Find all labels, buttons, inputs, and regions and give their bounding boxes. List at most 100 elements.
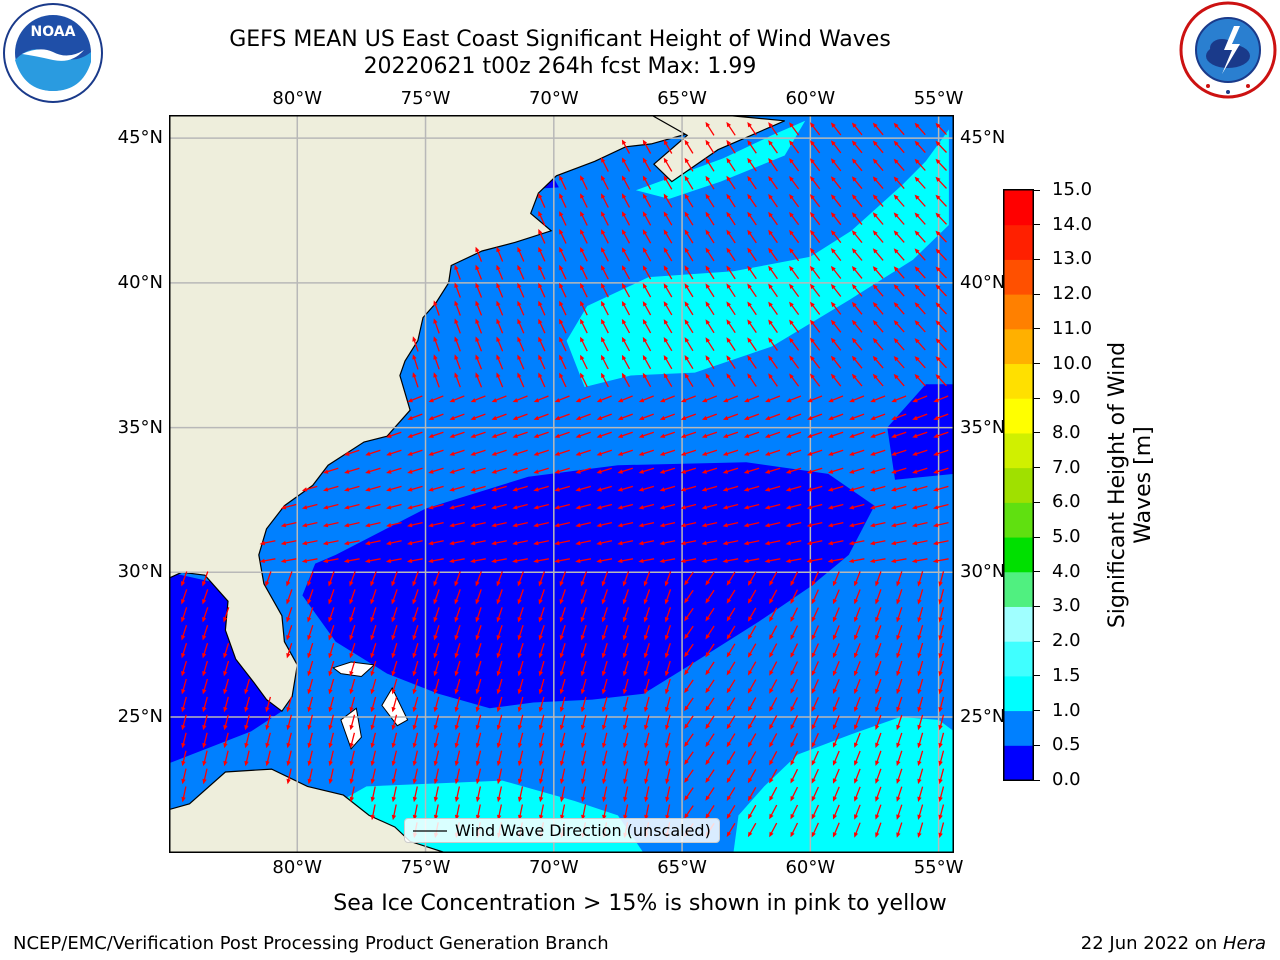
wave-arrow-head [349,635,354,641]
wave-arrow-head [747,355,752,361]
wave-arrow-head [301,523,308,528]
wave-arrow-head [680,540,686,546]
wave-arrow-head [680,433,687,438]
wave-arrow-head [743,469,750,474]
wave-arrow-head [726,598,732,604]
wave-arrow-head [617,558,623,563]
wave-arrow-head [407,523,413,528]
wave-arrow-head [433,372,438,378]
wave-arrow-head [875,581,880,587]
wave-arrow-head [893,302,899,308]
wave-arrow-head [896,706,901,713]
wave-arrow-head [621,193,627,199]
wave-arrow-head [454,742,459,749]
wave-arrow-head [705,687,710,694]
wave-arrow-head [433,671,438,677]
wave-arrow-head [581,760,586,767]
wave-arrow-head [827,540,834,546]
wave-arrow-head [412,689,417,695]
wave-arrow-head [747,140,752,146]
wave-arrow-head [554,469,560,474]
wave-arrow-head [769,724,774,730]
wave-arrow-head [893,140,899,146]
wave-arrow-head [851,158,857,164]
wave-arrow-head [768,265,773,271]
wave-arrow-head [412,581,417,587]
wave-arrow-head [806,523,813,528]
wave-arrow-head [872,266,878,272]
wave-arrow-head [280,558,287,563]
wave-arrow-head [869,505,876,510]
wave-arrow-head [244,706,249,713]
wave-arrow-head [890,558,897,563]
wave-arrow-head [743,415,750,420]
wave-arrow-head [433,581,438,587]
wave-arrow-head [638,523,644,528]
wave-arrow-head [938,760,943,767]
wave-arrow-head [559,246,564,253]
wave-arrow-head [875,796,880,802]
wave-arrow-head [935,140,941,146]
wave-arrow-head [244,760,249,767]
wave-arrow-head [518,796,523,803]
wave-arrow-head [596,398,603,403]
colorbar [1003,189,1034,781]
wave-arrow-head [580,671,585,677]
wave-band-northeast [566,129,949,387]
wave-arrow-head [659,540,665,546]
wave-arrow-head [560,778,565,785]
wave-arrow-head [370,689,375,695]
wave-arrow-head [851,194,857,200]
wave-arrow-head [512,505,518,510]
wave-arrow-head [596,558,602,563]
wave-arrow-head [914,212,920,218]
wave-arrow-head [560,796,565,803]
wave-arrow-head [932,558,939,563]
calm-region-gulf [169,572,282,764]
wave-arrow-head [851,284,857,290]
wave-arrow-head [407,415,413,420]
wave-arrow-head [512,415,518,420]
wave-arrow-head [307,706,312,713]
wave-arrow-head [914,194,920,200]
wave-arrow-head [621,211,627,217]
wave-arrow-head [223,653,228,659]
wave-arrow-head [701,469,708,474]
wave-arrow-head [768,140,773,146]
wave-arrow-head [602,796,607,803]
wave-arrow-head [407,540,413,546]
wave-arrow-head [643,635,648,641]
wave-arrow-head [621,354,627,361]
wave-arrow-head [848,558,854,563]
wave-arrow-head [830,355,836,361]
wave-arrow-head [491,433,497,438]
wave-arrow-head [935,284,941,290]
wave-arrow-head [475,300,480,306]
wave-arrow-head [602,760,607,767]
wave-arrow-head [365,487,371,492]
wave-arrow-head [917,653,922,659]
footer-date: 22 Jun 2022 on Hera [1081,933,1266,954]
lat-label-right: 25°N [960,705,1006,727]
wave-arrow-head [680,469,687,474]
lat-label-right: 40°N [960,271,1006,293]
wave-arrow-head [370,724,375,731]
wave-arrow-head [642,193,648,199]
wave-arrow-head [726,670,732,676]
wave-arrow-head [601,653,606,659]
wave-arrow-head [581,778,586,785]
wave-arrow-head [701,487,707,492]
wave-arrow-head [810,355,815,361]
wave-arrow-head [854,598,859,605]
wave-arrow-head [643,581,648,587]
wave-arrow-head [323,487,329,492]
wave-arrow-head [538,318,543,325]
wave-arrow-head [891,469,897,474]
wave-arrow-head [643,671,649,677]
wave-arrow-head [872,337,878,344]
wave-arrow-head [917,814,922,820]
wave-arrow-head [914,176,920,182]
wave-arrow-head [684,193,690,199]
wave-arrow-head [747,616,753,622]
wave-arrow-head [747,634,753,640]
